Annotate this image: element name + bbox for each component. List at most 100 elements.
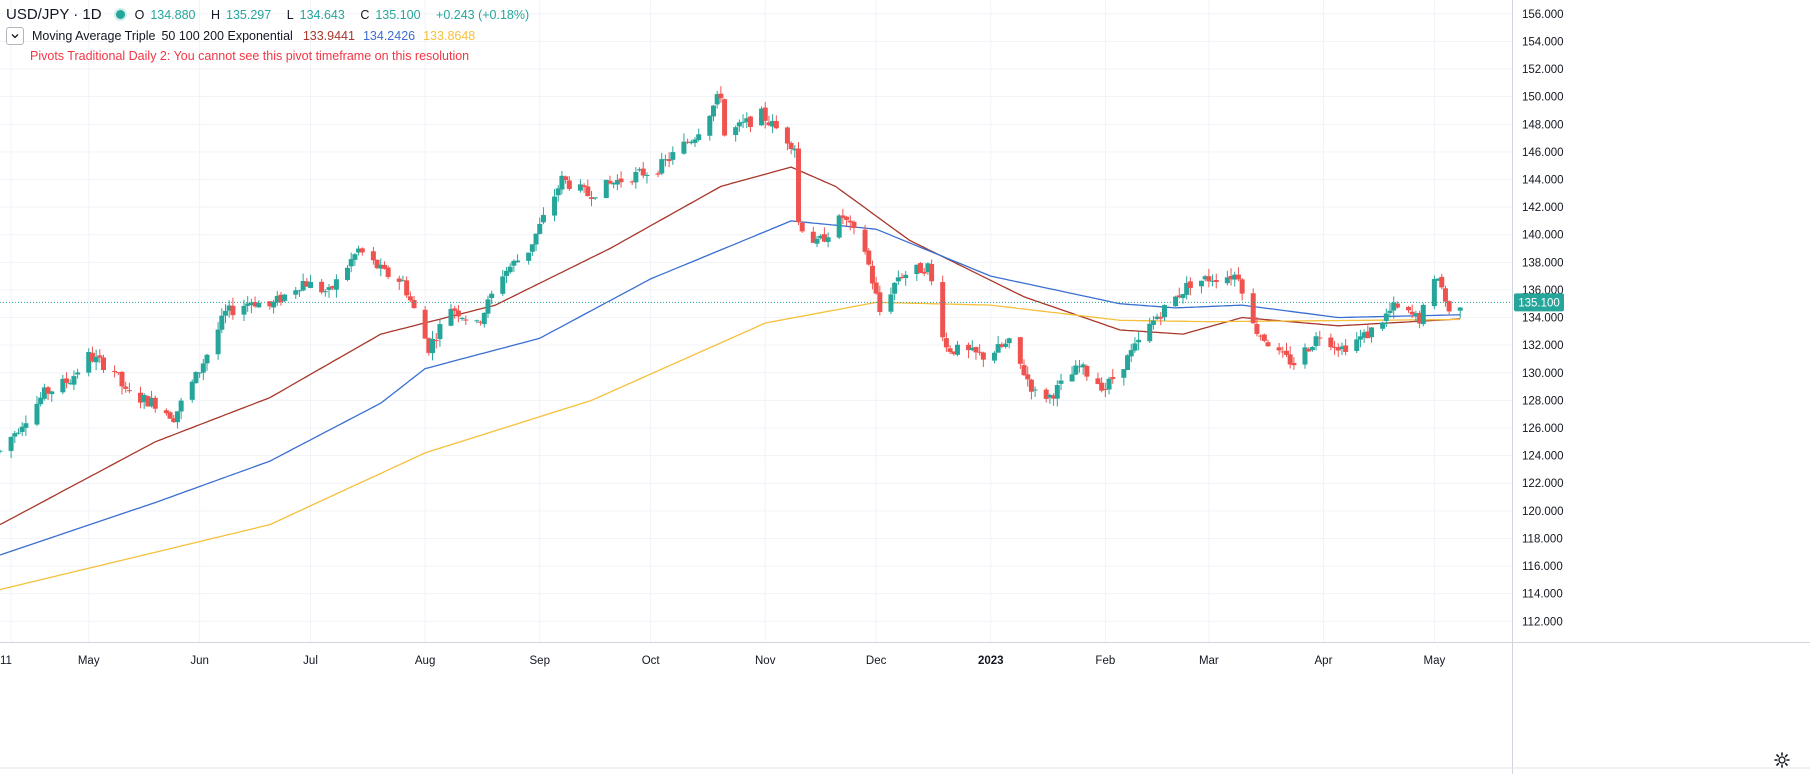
candle-body[interactable] <box>903 274 909 279</box>
candle-body[interactable] <box>1106 378 1112 390</box>
candle-body[interactable] <box>330 286 336 289</box>
candle-body[interactable] <box>552 196 558 216</box>
candle-body[interactable] <box>1095 378 1101 385</box>
candle-body[interactable] <box>644 174 650 176</box>
candle-body[interactable] <box>1261 334 1267 341</box>
candle-body[interactable] <box>215 329 221 355</box>
candle-body[interactable] <box>1110 377 1116 380</box>
candle-body[interactable] <box>966 344 972 351</box>
candle-body[interactable] <box>12 433 18 437</box>
candle-body[interactable] <box>1224 277 1230 284</box>
candle-body[interactable] <box>529 244 535 252</box>
candle-body[interactable] <box>1121 369 1127 378</box>
last-price-badge[interactable] <box>1514 293 1564 312</box>
candle-body[interactable] <box>692 139 698 143</box>
candle-body[interactable] <box>485 299 491 314</box>
candle-body[interactable] <box>1147 323 1153 342</box>
candle-body[interactable] <box>296 290 302 292</box>
candle-body[interactable] <box>478 321 484 323</box>
candle-body[interactable] <box>433 340 439 342</box>
candle-body[interactable] <box>873 282 879 294</box>
candle-body[interactable] <box>762 107 768 121</box>
candle-body[interactable] <box>252 302 258 307</box>
candle-body[interactable] <box>1332 346 1338 348</box>
candle-body[interactable] <box>733 127 739 136</box>
candle-body[interactable] <box>137 392 143 403</box>
symbol-title[interactable]: USD/JPY · 1D <box>6 6 102 23</box>
candle-body[interactable] <box>1391 302 1397 311</box>
candle-body[interactable] <box>895 277 901 282</box>
candle-body[interactable] <box>1317 337 1323 339</box>
candle-body[interactable] <box>969 347 975 351</box>
candle-body[interactable] <box>1076 366 1082 368</box>
candle-body[interactable] <box>1028 379 1034 392</box>
candle-body[interactable] <box>126 390 132 392</box>
candle-body[interactable] <box>943 338 949 348</box>
candle-body[interactable] <box>1287 354 1293 365</box>
candle-body[interactable] <box>267 301 273 307</box>
candle-body[interactable] <box>1354 339 1360 351</box>
candle-body[interactable] <box>1136 339 1142 343</box>
candle-body[interactable] <box>1228 275 1234 280</box>
candle-body[interactable] <box>1394 303 1400 308</box>
candle-body[interactable] <box>171 418 177 423</box>
candle-body[interactable] <box>1439 276 1445 288</box>
candle-body[interactable] <box>149 397 155 407</box>
candle-body[interactable] <box>1405 306 1411 311</box>
candle-body[interactable] <box>770 120 776 127</box>
candle-body[interactable] <box>437 324 443 340</box>
candle-body[interactable] <box>123 386 129 389</box>
candle-body[interactable] <box>1446 301 1452 312</box>
candle-body[interactable] <box>381 264 387 269</box>
candle-body[interactable] <box>918 263 924 273</box>
candle-body[interactable] <box>1258 335 1264 337</box>
candle-body[interactable] <box>1080 364 1086 368</box>
candle-body[interactable] <box>1161 305 1167 318</box>
candle-body[interactable] <box>1442 288 1448 302</box>
candle-body[interactable] <box>836 215 842 238</box>
candle-body[interactable] <box>481 312 487 325</box>
candle-body[interactable] <box>1047 394 1053 398</box>
candle-body[interactable] <box>1006 338 1012 344</box>
candle-body[interactable] <box>422 309 428 339</box>
candle-body[interactable] <box>555 188 561 196</box>
candle-body[interactable] <box>64 378 70 383</box>
candle-body[interactable] <box>977 351 983 353</box>
candle-body[interactable] <box>840 215 846 218</box>
candle-body[interactable] <box>1254 324 1260 334</box>
candle-body[interactable] <box>659 159 665 174</box>
candle-body[interactable] <box>230 305 236 316</box>
candle-body[interactable] <box>152 397 158 409</box>
candle-body[interactable] <box>581 185 587 187</box>
candle-body[interactable] <box>1265 342 1271 347</box>
candle-body[interactable] <box>1180 294 1186 298</box>
candle-body[interactable] <box>119 371 125 387</box>
candle-body[interactable] <box>200 363 206 373</box>
candle-body[interactable] <box>1158 316 1164 319</box>
candle-body[interactable] <box>714 94 720 105</box>
candle-body[interactable] <box>219 315 225 330</box>
candle-body[interactable] <box>274 295 280 303</box>
candle-body[interactable] <box>796 148 802 223</box>
candle-body[interactable] <box>474 320 480 322</box>
candle-body[interactable] <box>500 276 506 294</box>
candle-body[interactable] <box>1409 311 1415 315</box>
candle-body[interactable] <box>792 148 798 151</box>
candle-body[interactable] <box>404 280 410 296</box>
candle-body[interactable] <box>197 372 203 374</box>
candle-body[interactable] <box>89 352 95 362</box>
candle-body[interactable] <box>1099 382 1105 391</box>
candle-body[interactable] <box>618 178 624 183</box>
candle-body[interactable] <box>19 426 25 432</box>
candle-body[interactable] <box>1283 350 1289 355</box>
candle-body[interactable] <box>799 222 805 232</box>
candle-body[interactable] <box>685 141 691 143</box>
candle-body[interactable] <box>1128 350 1134 357</box>
candle-body[interactable] <box>411 300 417 309</box>
candle-body[interactable] <box>526 252 532 261</box>
candle-body[interactable] <box>759 108 765 126</box>
candle-body[interactable] <box>359 248 365 253</box>
candle-body[interactable] <box>1210 280 1216 282</box>
candle-body[interactable] <box>407 296 413 301</box>
